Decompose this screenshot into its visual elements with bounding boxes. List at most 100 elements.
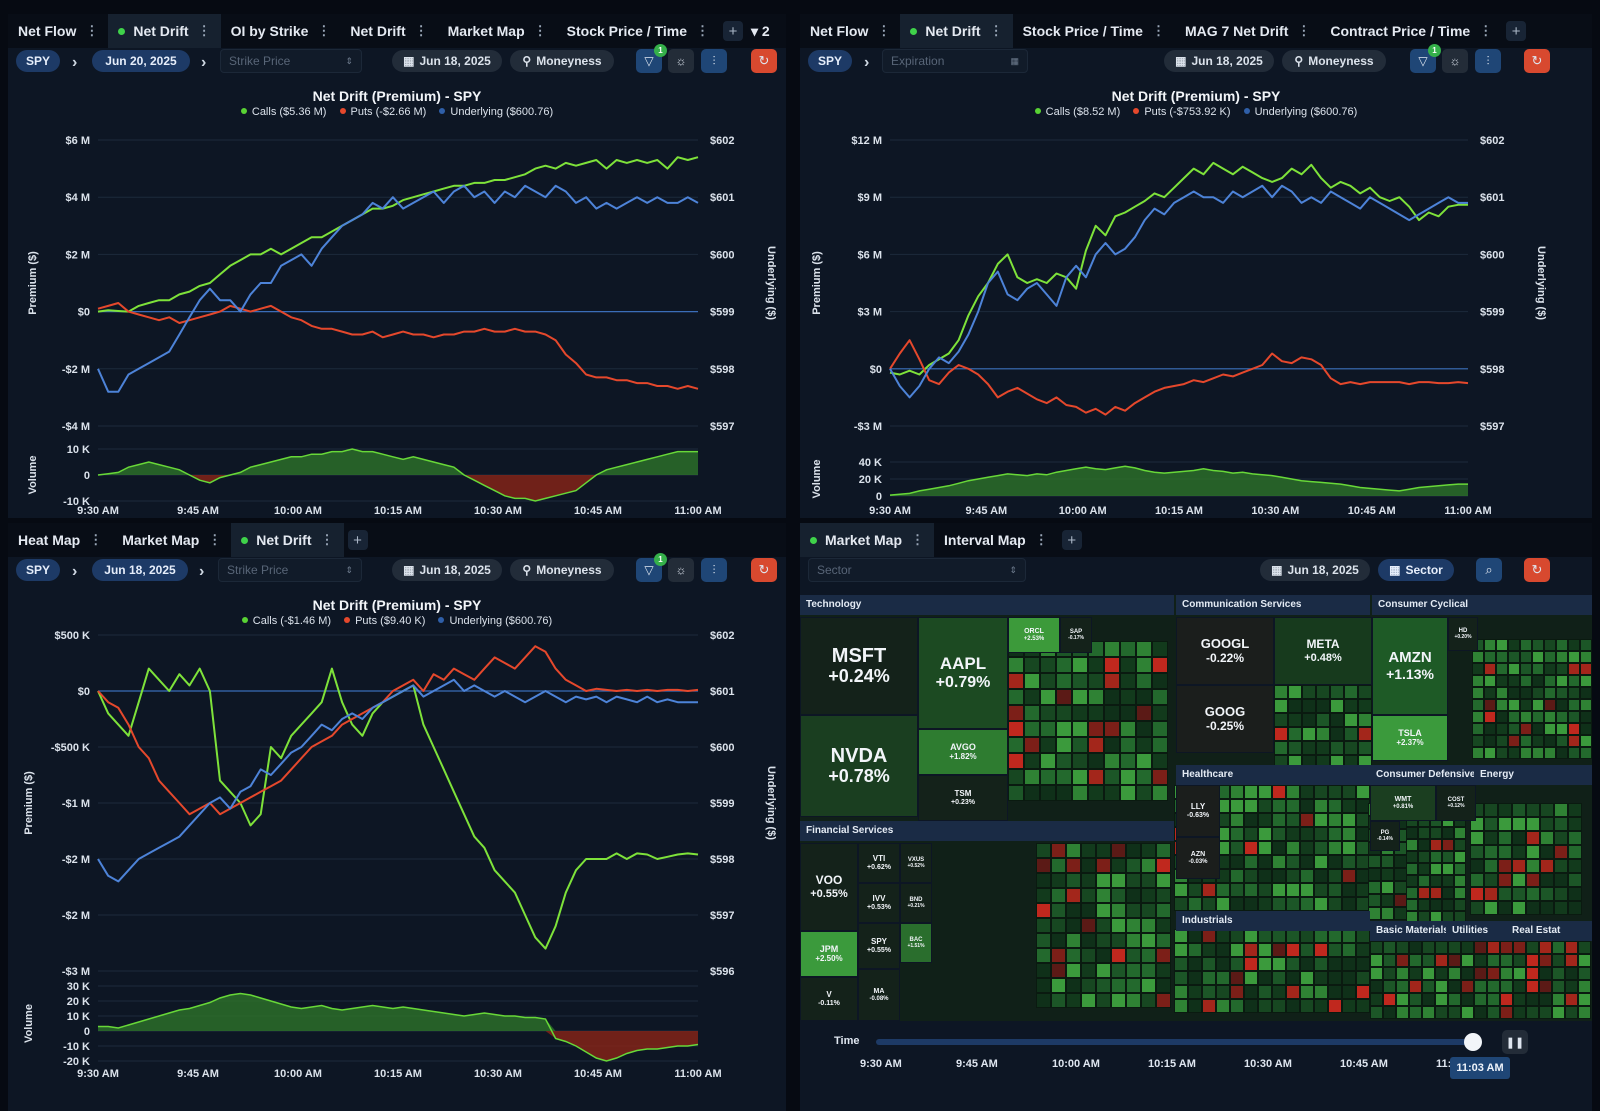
stock-tile-ma[interactable]: MA -0.08% (858, 969, 900, 1021)
kebab-menu-icon[interactable]: ⋮ (85, 23, 99, 38)
stock-tile-small[interactable] (1554, 859, 1568, 873)
stock-tile-small[interactable] (1272, 813, 1286, 827)
stock-tile-small[interactable] (1258, 971, 1272, 985)
filter-button[interactable]: ▽ 1 (1410, 44, 1441, 73)
symbol-pill[interactable]: SPY (16, 50, 60, 72)
stock-tile-small[interactable] (1274, 685, 1288, 699)
stock-tile-small[interactable] (1520, 663, 1532, 675)
stock-tile-small[interactable] (1188, 943, 1202, 957)
stock-tile-small[interactable] (1435, 1006, 1448, 1019)
stock-tile-small[interactable] (1066, 963, 1081, 978)
stock-tile-small[interactable] (1474, 1006, 1487, 1019)
stock-tile-small[interactable] (1111, 978, 1126, 993)
stock-tile-small[interactable] (1008, 689, 1024, 705)
strike-price-select[interactable]: Strike Price ⇕ (220, 49, 362, 73)
stock-tile-small[interactable] (1565, 993, 1578, 1006)
stock-tile-small[interactable] (1539, 941, 1552, 954)
stock-tile-small[interactable] (1358, 741, 1372, 755)
stock-tile-small[interactable] (1081, 843, 1096, 858)
stock-tile-small[interactable] (1498, 859, 1512, 873)
time-slider-knob[interactable] (1463, 1033, 1482, 1051)
stock-tile-small[interactable] (1111, 843, 1126, 858)
stock-tile-small[interactable] (1051, 858, 1066, 873)
stock-tile-small[interactable] (1088, 753, 1104, 769)
stock-tile-small[interactable] (1470, 873, 1484, 887)
stock-tile-small[interactable] (1496, 687, 1508, 699)
stock-tile-small[interactable] (1314, 985, 1328, 999)
stock-tile-small[interactable] (1578, 954, 1591, 967)
stock-tile-small[interactable] (1498, 901, 1512, 915)
stock-tile-small[interactable] (1286, 841, 1300, 855)
stock-tile-small[interactable] (1066, 858, 1081, 873)
stock-tile-small[interactable] (1120, 657, 1136, 673)
stock-tile-small[interactable] (1136, 737, 1152, 753)
stock-tile-small[interactable] (1500, 1006, 1513, 1019)
stock-tile-small[interactable] (1526, 803, 1540, 817)
stock-tile-wmt[interactable]: WMT +0.81% (1370, 785, 1436, 821)
stock-tile-small[interactable] (1484, 831, 1498, 845)
stock-tile-small[interactable] (1461, 941, 1474, 954)
stock-tile-small[interactable] (1104, 689, 1120, 705)
kebab-menu-icon[interactable]: ⋮ (414, 23, 428, 38)
stock-tile-small[interactable] (1554, 873, 1568, 887)
stock-tile-small[interactable] (1088, 737, 1104, 753)
stock-tile-small[interactable] (1300, 827, 1314, 841)
stock-tile-small[interactable] (1526, 941, 1539, 954)
stock-tile-small[interactable] (1024, 737, 1040, 753)
stock-tile-small[interactable] (1104, 785, 1120, 801)
kebab-menu-icon[interactable]: ⋮ (877, 23, 891, 38)
stock-tile-small[interactable] (1344, 741, 1358, 755)
stock-tile-small[interactable] (1496, 699, 1508, 711)
stock-tile-small[interactable] (1470, 901, 1484, 915)
stock-tile-small[interactable] (1342, 999, 1356, 1013)
stock-tile-small[interactable] (1036, 963, 1051, 978)
stock-tile-small[interactable] (1096, 873, 1111, 888)
stock-tile-small[interactable] (1556, 723, 1568, 735)
stock-tile-voo[interactable]: VOO +0.55% (800, 843, 858, 931)
stock-tile-msft[interactable]: MSFT +0.24% (800, 617, 918, 715)
stock-tile-small[interactable] (1152, 657, 1168, 673)
stock-tile-small[interactable] (1008, 737, 1024, 753)
stock-tile-small[interactable] (1526, 967, 1539, 980)
stock-tile-small[interactable] (1286, 985, 1300, 999)
stock-tile-small[interactable] (1526, 873, 1540, 887)
stock-tile-small[interactable] (1096, 858, 1111, 873)
stock-tile-small[interactable] (1368, 868, 1381, 881)
stock-tile-small[interactable] (1520, 687, 1532, 699)
stock-tile-small[interactable] (1288, 741, 1302, 755)
stock-tile-small[interactable] (1580, 723, 1592, 735)
stock-tile-small[interactable] (1474, 954, 1487, 967)
stock-tile-small[interactable] (1454, 863, 1466, 875)
stock-tile-small[interactable] (1274, 699, 1288, 713)
sector-header[interactable]: Basic Materials (1370, 921, 1446, 941)
stock-tile-small[interactable] (1409, 954, 1422, 967)
stock-tile-small[interactable] (1568, 639, 1580, 651)
stock-tile-small[interactable] (1244, 841, 1258, 855)
stock-tile-small[interactable] (1216, 929, 1230, 943)
stock-tile-small[interactable] (1202, 999, 1216, 1013)
stock-tile-small[interactable] (1120, 753, 1136, 769)
stock-tile-small[interactable] (1454, 887, 1466, 899)
stock-tile-small[interactable] (1008, 705, 1024, 721)
stock-tile-small[interactable] (1484, 735, 1496, 747)
chart-type-button[interactable]: ⫶ (701, 49, 727, 73)
stock-tile-small[interactable] (1066, 918, 1081, 933)
stock-tile-small[interactable] (1244, 999, 1258, 1013)
tab-oi-by-strike[interactable]: OI by Strike ⋮ (221, 14, 341, 48)
stock-tile-small[interactable] (1383, 980, 1396, 993)
stock-tile-small[interactable] (1040, 769, 1056, 785)
stock-tile-small[interactable] (1568, 901, 1582, 915)
stock-tile-small[interactable] (1066, 993, 1081, 1008)
stock-tile-small[interactable] (1500, 941, 1513, 954)
kebab-menu-icon[interactable]: ⋮ (1297, 23, 1311, 38)
stock-tile-small[interactable] (1418, 851, 1430, 863)
stock-tile-small[interactable] (1286, 999, 1300, 1013)
stock-tile-small[interactable] (1520, 711, 1532, 723)
stock-tile-small[interactable] (1156, 918, 1171, 933)
stock-tile-small[interactable] (1156, 888, 1171, 903)
stock-tile-small[interactable] (1096, 993, 1111, 1008)
sector-header[interactable]: Communication Services (1176, 595, 1370, 615)
stock-tile-small[interactable] (1409, 993, 1422, 1006)
stock-tile-small[interactable] (1565, 980, 1578, 993)
stock-tile-small[interactable] (1314, 855, 1328, 869)
